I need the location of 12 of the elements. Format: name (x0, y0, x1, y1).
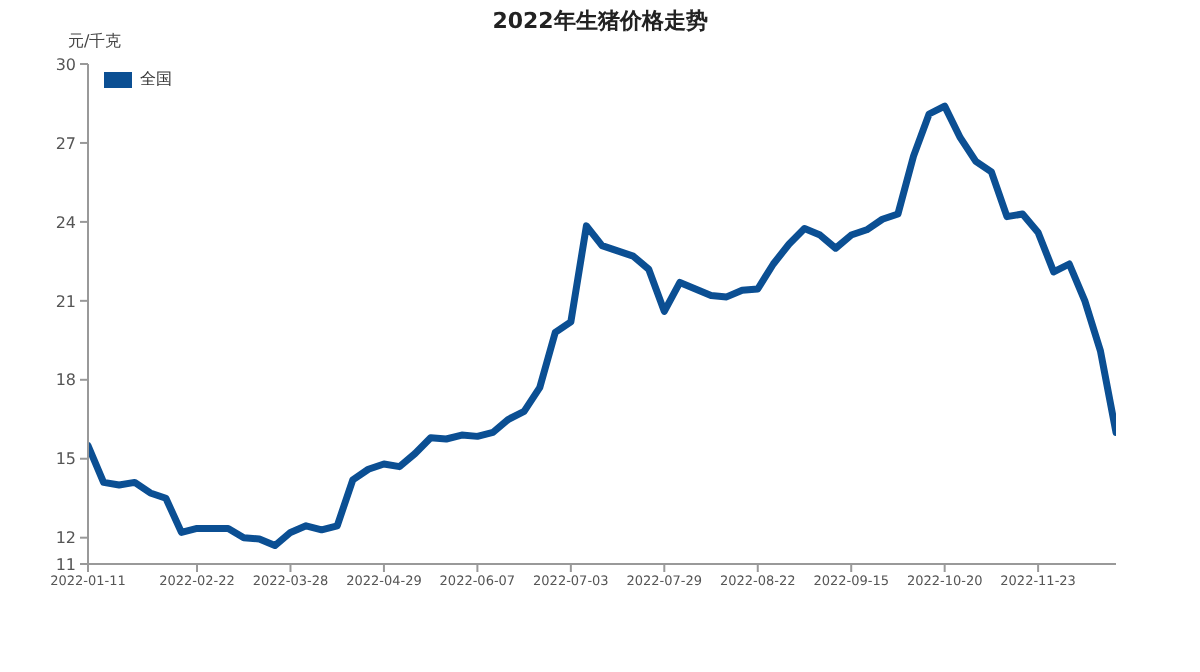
y-tick-label: 24 (55, 213, 76, 232)
y-tick-label: 21 (55, 292, 76, 311)
y-axis-title: 元/千克 (68, 30, 122, 52)
legend-label: 全国 (140, 68, 172, 90)
y-tick-label: 12 (55, 529, 76, 548)
y-tick-label: 18 (55, 371, 76, 390)
y-tick-label: 11 (55, 555, 76, 574)
y-tick-label: 15 (55, 450, 76, 469)
line-series (88, 102, 1116, 550)
y-tick-label: 27 (55, 134, 76, 153)
y-tick-label: 30 (55, 55, 76, 74)
chart-title: 2022年生猪价格走势 (492, 8, 708, 34)
